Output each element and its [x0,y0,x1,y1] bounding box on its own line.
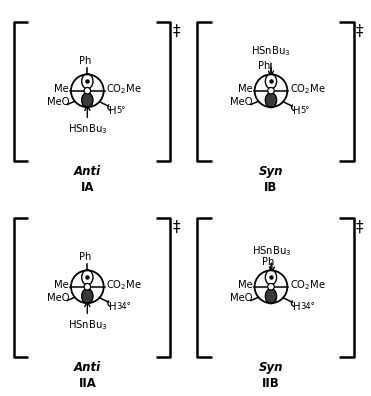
Text: Me: Me [238,280,252,290]
Ellipse shape [265,93,277,108]
Text: HSnBu$_3$: HSnBu$_3$ [68,122,107,136]
Text: MeO: MeO [230,97,253,107]
Text: HSnBu$_3$: HSnBu$_3$ [68,318,107,332]
Text: Ph: Ph [259,61,271,71]
Ellipse shape [265,270,277,285]
Text: HSnBu$_3$: HSnBu$_3$ [251,44,291,58]
Circle shape [268,88,274,94]
Text: 34°: 34° [116,302,131,311]
Ellipse shape [82,289,93,304]
Text: H: H [109,302,117,312]
Ellipse shape [265,74,277,89]
Text: H: H [293,302,301,312]
Ellipse shape [82,270,93,285]
Text: ‡: ‡ [356,219,363,234]
Text: 5°: 5° [116,106,126,115]
Ellipse shape [82,93,93,108]
Text: Anti: Anti [74,165,101,178]
Text: CO$_2$Me: CO$_2$Me [290,82,326,96]
Text: Ph: Ph [262,257,275,267]
Text: Syn: Syn [259,165,283,178]
Text: HSnBu$_3$: HSnBu$_3$ [252,244,292,258]
Text: Ph: Ph [79,56,91,66]
Text: ‡: ‡ [172,23,180,38]
Circle shape [84,88,91,94]
Text: MeO: MeO [47,97,69,107]
Text: ‡: ‡ [356,23,363,38]
Ellipse shape [82,74,93,89]
Text: H: H [109,106,117,116]
Text: 34°: 34° [300,302,315,311]
Text: IB: IB [264,181,278,194]
Text: MeO: MeO [230,293,253,303]
Text: CO$_2$Me: CO$_2$Me [290,278,326,292]
Text: Me: Me [238,84,252,94]
Text: CO$_2$Me: CO$_2$Me [106,278,142,292]
Text: IA: IA [81,181,94,194]
Circle shape [84,284,91,290]
Text: 5°: 5° [300,106,309,115]
Text: H: H [293,106,301,116]
Text: CO$_2$Me: CO$_2$Me [106,82,142,96]
Circle shape [268,284,274,290]
Text: MeO: MeO [47,293,69,303]
Text: Anti: Anti [74,361,101,374]
Text: Ph: Ph [79,252,91,262]
Text: Me: Me [54,280,69,290]
Ellipse shape [265,289,277,304]
Text: Me: Me [54,84,69,94]
Text: Syn: Syn [259,361,283,374]
Text: IIA: IIA [78,377,96,390]
Text: IIB: IIB [262,377,280,390]
Text: ‡: ‡ [172,219,180,234]
